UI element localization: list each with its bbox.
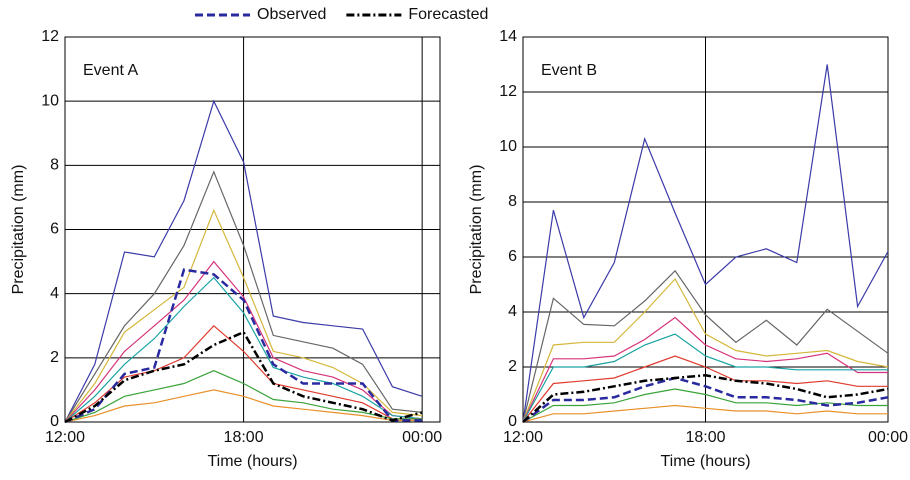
- y-tick-label: 10: [499, 138, 517, 155]
- series-line: [522, 355, 888, 423]
- y-tick-label: 4: [50, 285, 59, 302]
- series-line: [64, 99, 423, 423]
- y-tick-label: 4: [508, 303, 517, 320]
- series-line: [64, 370, 423, 423]
- legend-label: Observed: [257, 6, 326, 23]
- series-line: [522, 376, 889, 424]
- y-tick-label: 6: [508, 248, 517, 265]
- series-line: [522, 333, 888, 423]
- x-tick-label: 00:00: [402, 429, 442, 446]
- y-tick-label: 12: [41, 28, 59, 45]
- y-tick-label: 8: [508, 193, 517, 210]
- y-tick-label: 0: [508, 413, 517, 430]
- series-line: [64, 268, 423, 424]
- series-line: [522, 64, 889, 423]
- series-line: [64, 170, 423, 423]
- x-axis-title: Time (hours): [207, 453, 297, 470]
- series-line: [64, 389, 423, 423]
- y-tick-label: 0: [50, 413, 59, 430]
- y-tick-label: 2: [508, 358, 517, 375]
- y-tick-label: 12: [499, 83, 517, 100]
- plot-frame: [522, 36, 889, 423]
- x-tick-label: 00:00: [868, 429, 908, 446]
- series-line: [522, 316, 888, 423]
- x-axis-title: Time (hours): [660, 453, 750, 470]
- series-line: [522, 388, 888, 423]
- series-line: [522, 277, 889, 423]
- series-line: [522, 404, 888, 423]
- y-axis-title: Precipitation (mm): [10, 165, 27, 295]
- y-tick-label: 8: [50, 157, 59, 174]
- y-tick-label: 10: [41, 92, 59, 109]
- x-tick-label: 12:00: [503, 429, 543, 446]
- series-line: [522, 374, 889, 423]
- annotation: Event A: [83, 62, 138, 79]
- series-line: [64, 276, 423, 423]
- series-line: [64, 330, 423, 424]
- annotation: Event B: [541, 62, 597, 79]
- series-line: [64, 260, 423, 423]
- series-line: [522, 269, 889, 423]
- y-tick-label: 6: [50, 221, 59, 238]
- x-tick-label: 18:00: [224, 429, 264, 446]
- x-tick-label: 12:00: [45, 429, 85, 446]
- series-line: [64, 324, 423, 423]
- legend-label: Forecasted: [408, 6, 488, 23]
- x-tick-label: 18:00: [685, 429, 725, 446]
- plot-frame: [64, 36, 441, 423]
- y-axis-title: Precipitation (mm): [468, 165, 485, 295]
- y-tick-label: 2: [50, 349, 59, 366]
- y-tick-label: 14: [499, 28, 517, 45]
